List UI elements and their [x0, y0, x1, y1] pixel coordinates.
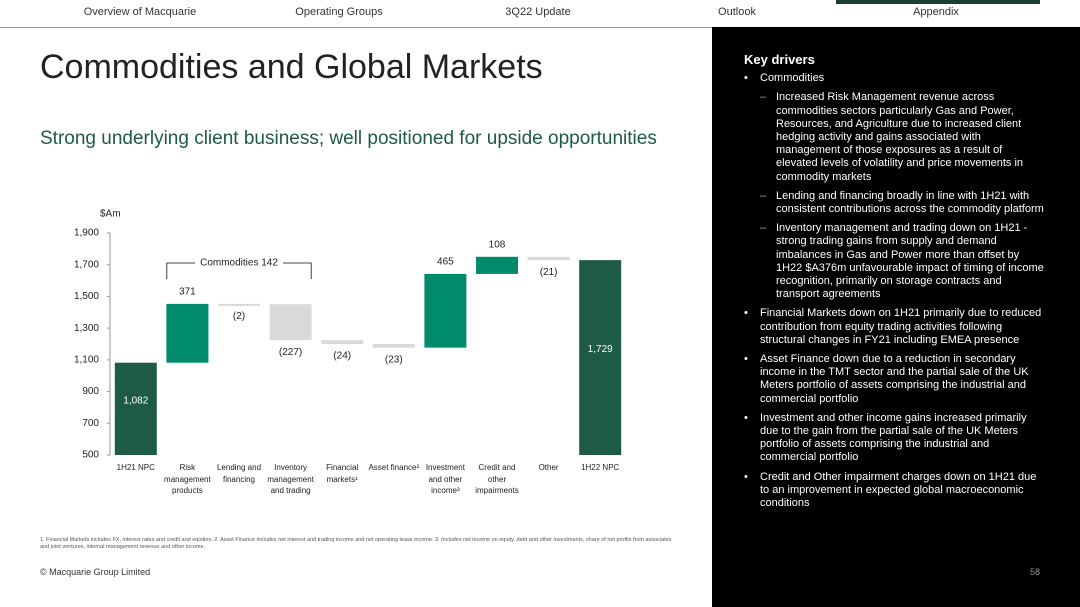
driver: Credit and Other impairment charges down…: [744, 471, 1044, 511]
slide-title: Commodities and Global Markets: [40, 48, 543, 86]
footnote: 1. Financial Markets includes FX, intere…: [40, 537, 672, 550]
bar: [579, 260, 622, 455]
bracket-label-bg: [195, 256, 283, 270]
value-label: (23): [385, 354, 403, 365]
bar: [218, 303, 260, 306]
driver-text: Commodities: [760, 72, 825, 85]
x-tick-label: Credit and other impairments: [475, 463, 519, 495]
sub-list: Increased Risk Management revenue across…: [760, 91, 1044, 301]
driver-text: Credit and Other impairment charges down…: [760, 470, 1037, 510]
x-tick-label: Inventory management and trading: [267, 463, 314, 495]
y-tick-label: 1,100: [74, 354, 99, 365]
bar: [114, 362, 157, 455]
value-label: 1,082: [123, 395, 148, 406]
sub-driver: Lending and financing broadly in line wi…: [760, 190, 1044, 216]
y-tick-label: 700: [82, 418, 99, 429]
driver-list: Commodities Increased Risk Management rev…: [744, 72, 1044, 510]
bar: [321, 340, 364, 344]
value-label: (2): [233, 311, 245, 322]
value-label: 371: [179, 287, 196, 298]
driver: Commodities Increased Risk Management rev…: [744, 72, 1044, 301]
driver: Asset Finance down due to a reduction in…: [744, 353, 1044, 406]
sub-driver: Inventory management and trading down on…: [760, 222, 1044, 301]
x-tick-label: Other: [538, 463, 559, 472]
x-tick-label: 1H22 NPC: [581, 463, 620, 472]
driver-text: Asset Finance down due to a reduction in…: [760, 353, 1029, 405]
bar: [527, 256, 570, 261]
chart: $Am 500 700 900 1,100 1,300 1,500 1,700 1,900 1,…: [74, 209, 622, 461]
value-label: 1,729: [588, 344, 613, 355]
x-tick-label: Asset finance²: [368, 463, 420, 472]
x-tick-label: Investment and other income³: [425, 463, 465, 495]
y-tick-label: 900: [82, 386, 99, 397]
x-tick-label: Risk management products: [164, 463, 211, 495]
bar: [424, 273, 467, 348]
bar: [166, 303, 209, 363]
sub-driver: Increased Risk Management revenue across…: [760, 91, 1044, 183]
annotation: Commodities 142: [200, 258, 278, 269]
y-tick-label: 500: [82, 450, 99, 461]
nav-item[interactable]: Appendix: [913, 6, 959, 18]
nav-bar: Overview of Macquarie Operating Groups 3Q2…: [0, 0, 1080, 28]
value-label: (227): [279, 347, 302, 358]
y-tick-label: 1,300: [74, 323, 99, 334]
value-label: 465: [437, 257, 454, 268]
key-drivers-panel: Key drivers Commodities Increased Risk Ma…: [712, 27, 1080, 607]
subtitle: Strong underlying client business; well …: [40, 128, 657, 149]
driver-text: Investment and other income gains increa…: [760, 411, 1027, 464]
bar: [372, 344, 415, 348]
value-label: (24): [333, 351, 351, 362]
y-tick-label: 1,500: [74, 291, 99, 302]
nav-item[interactable]: Operating Groups: [295, 6, 383, 18]
y-axis-label: $Am: [100, 209, 121, 220]
page-number: 58: [1030, 567, 1041, 577]
panel-title: Key drivers: [744, 52, 815, 67]
driver: Financial Markets down on 1H21 primarily…: [744, 307, 1044, 347]
nav-item[interactable]: Outlook: [718, 6, 756, 18]
value-label: 108: [489, 239, 506, 250]
bar: [476, 256, 518, 274]
x-tick-label: Lending and financing: [216, 463, 262, 484]
active-indicator: [836, 0, 1040, 4]
value-label: (21): [540, 267, 558, 278]
y-tick-label: 1,900: [74, 228, 99, 239]
key-drivers: Key drivers Commodities Increased Risk Ma…: [744, 53, 1044, 516]
bar: [269, 304, 312, 341]
nav-item[interactable]: 3Q22 Update: [505, 6, 571, 18]
copyright: © Macquarie Group Limited: [40, 567, 151, 577]
x-tick-label: 1H21 NPC: [116, 463, 155, 472]
x-tick-label: Financial markets¹: [326, 463, 359, 484]
y-tick-label: 1,700: [74, 259, 99, 270]
driver-text: Financial Markets down on 1H21 primarily…: [760, 307, 1042, 346]
driver: Investment and other income gains increa…: [744, 412, 1044, 465]
nav-item[interactable]: Overview of Macquarie: [83, 6, 197, 18]
